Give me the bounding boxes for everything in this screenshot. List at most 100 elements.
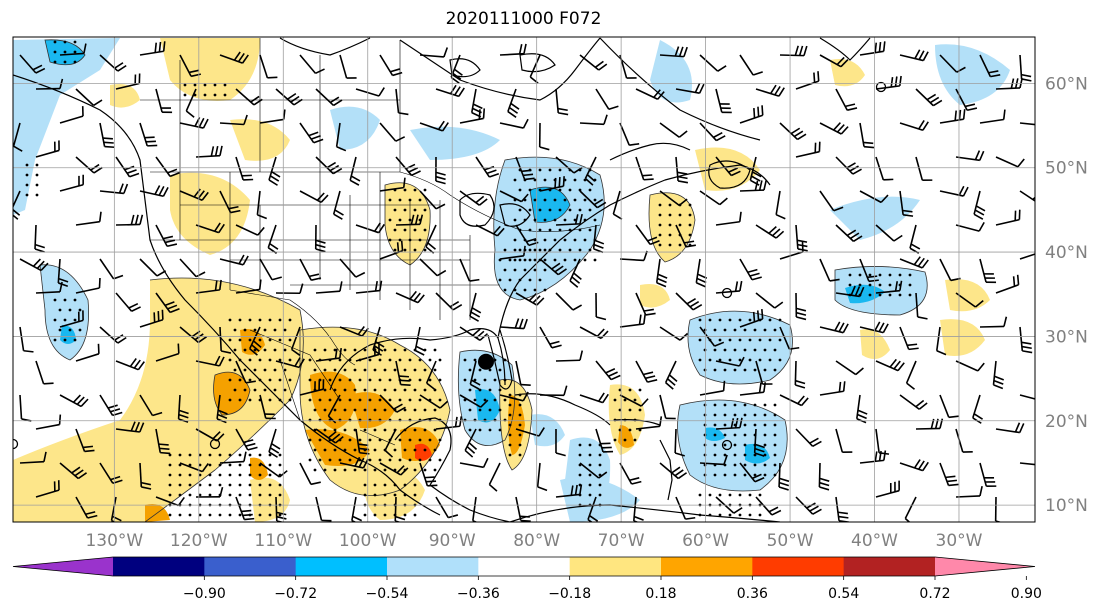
- stipple-dot: [733, 463, 737, 467]
- wind-barb: [395, 360, 411, 387]
- wind-barb: [794, 360, 806, 389]
- stipple-dot: [188, 493, 192, 497]
- stipple-dot: [868, 283, 872, 287]
- colorbar-tick-label: −0.90: [183, 586, 226, 602]
- stipple-dot: [488, 388, 492, 392]
- wind-barb: [315, 348, 342, 362]
- stipple-dot: [558, 208, 562, 212]
- wind-barb: [835, 428, 853, 453]
- colorbar-tick-label: −0.36: [457, 586, 500, 602]
- stipple-dot: [698, 318, 702, 322]
- stipple-dot: [668, 233, 672, 237]
- stipple-dot: [763, 433, 767, 437]
- coastline-yucatan: [394, 417, 452, 486]
- stipple-dot: [523, 268, 527, 272]
- stipple-dot: [368, 378, 372, 382]
- stipple-dot: [368, 458, 372, 462]
- stipple-dot: [373, 468, 377, 472]
- wind-barb: [275, 496, 287, 522]
- stipple-dot: [523, 218, 527, 222]
- stipple-dot: [248, 493, 252, 497]
- stipple-dot: [428, 358, 432, 362]
- stipple-dot: [383, 408, 387, 412]
- calm-wind-marker: [875, 81, 887, 93]
- stipple-dot: [25, 173, 29, 177]
- wind-barb: [555, 88, 569, 116]
- stipple-dot: [618, 388, 622, 392]
- stipple-dot: [773, 463, 777, 467]
- stipple-dot: [208, 483, 212, 487]
- stipple-dot: [518, 258, 522, 262]
- coastline-hispaniola: [614, 418, 661, 426]
- wind-barb: [778, 462, 790, 491]
- stipple-dot: [313, 348, 317, 352]
- coastline-newfoundland: [708, 160, 751, 189]
- wind-barb: [539, 385, 568, 397]
- stipple-dot: [243, 388, 247, 392]
- stipple-dot: [363, 428, 367, 432]
- stipple-dot: [543, 258, 547, 262]
- stipple-dot: [228, 318, 232, 322]
- anomaly-region-negative: [677, 400, 788, 491]
- stipple-dot: [473, 398, 477, 402]
- wind-barb: [435, 292, 463, 311]
- stipple-dot: [728, 493, 732, 497]
- stipple-dot: [578, 453, 582, 457]
- stipple-dot: [858, 283, 862, 287]
- wind-barb: [475, 156, 500, 178]
- stipple-dot: [658, 223, 662, 227]
- stipple-dot: [218, 453, 222, 457]
- contour-line: [384, 182, 431, 266]
- wind-barb-layer: [13, 41, 1035, 522]
- stipple-dot: [313, 428, 317, 432]
- wind-barb: [739, 462, 765, 483]
- wind-barb: [339, 258, 366, 278]
- stipple-dot: [518, 443, 522, 447]
- stipple-dot: [508, 423, 512, 427]
- stipple-dot: [633, 438, 637, 442]
- colorbar: −0.90 −0.72 −0.54 −0.36 −0.18 0.18 0.36 0.54 0.7…: [12, 556, 1042, 602]
- map-plot-area: [13, 37, 1035, 522]
- stipple-dot: [198, 493, 202, 497]
- stipple-dot: [263, 388, 267, 392]
- stipple-dot: [428, 378, 432, 382]
- stipple-dot: [868, 293, 872, 297]
- map-frame: [12, 36, 1036, 523]
- stipple-dot: [288, 398, 292, 402]
- wind-barb: [299, 379, 325, 396]
- stipple-dot: [493, 398, 497, 402]
- wind-barb: [859, 258, 879, 283]
- wind-barb: [339, 325, 369, 337]
- stipple-dot: [68, 308, 72, 312]
- stipple-dot: [598, 463, 602, 467]
- stipple-dot: [543, 238, 547, 242]
- stipple-dot: [523, 258, 527, 262]
- colorbar-segment: [752, 557, 845, 576]
- lon-tick-label: 120°W: [170, 531, 228, 551]
- wind-barb: [699, 54, 727, 72]
- stipple-dot: [478, 388, 482, 392]
- stipple-dot: [228, 493, 232, 497]
- stipple-dot: [393, 348, 397, 352]
- stipple-dot: [233, 348, 237, 352]
- wind-barb: [515, 496, 531, 522]
- stipple-dot: [273, 328, 277, 332]
- stipple-dot: [738, 513, 742, 517]
- wind-barb: [99, 258, 124, 280]
- stipple-dot: [283, 328, 287, 332]
- stipple-dot: [758, 338, 762, 342]
- stipple-dot: [248, 378, 252, 382]
- stipple-dot: [418, 378, 422, 382]
- stipple-dot: [413, 208, 417, 212]
- wind-barb: [555, 292, 583, 311]
- colorbar-tick-label: −0.54: [366, 586, 409, 602]
- stipple-dot: [433, 468, 437, 472]
- stipple-dot: [418, 238, 422, 242]
- wind-barb: [699, 190, 728, 206]
- stipple-dot: [763, 403, 767, 407]
- wind-barb: [995, 274, 1020, 294]
- stipple-dot: [403, 388, 407, 392]
- stipple-dot: [368, 438, 372, 442]
- coastline-hudson-bay: [399, 37, 601, 101]
- stipple-dot: [658, 203, 662, 207]
